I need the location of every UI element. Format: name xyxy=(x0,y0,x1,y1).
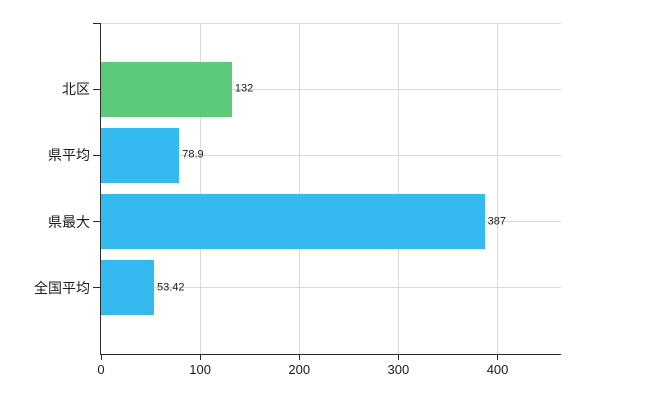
gridline-horizontal xyxy=(101,287,561,289)
y-tick-label: 県最大 xyxy=(48,213,90,230)
y-axis-tick xyxy=(93,23,100,24)
gridline-horizontal xyxy=(101,154,561,156)
gridline-horizontal xyxy=(101,88,561,90)
gridline-vertical xyxy=(497,23,499,354)
y-axis-tick xyxy=(93,221,100,223)
gridline-vertical xyxy=(397,23,399,354)
gridline-vertical xyxy=(199,23,201,354)
bar xyxy=(101,260,154,316)
bar-value-label: 53.42 xyxy=(156,281,185,294)
y-axis-tick xyxy=(93,154,100,156)
x-tick-label: 200 xyxy=(288,362,311,377)
bar xyxy=(101,127,180,183)
bar-value-label: 387 xyxy=(487,215,507,228)
x-axis-tick xyxy=(497,355,499,360)
y-tick-label: 全国平均 xyxy=(34,279,90,296)
y-tick-label: 県平均 xyxy=(48,147,90,164)
plot-area: 132 78.9 387 53.42 xyxy=(100,23,561,355)
bar-value-label: 132 xyxy=(234,82,254,95)
x-tick-label: 100 xyxy=(189,362,211,377)
x-axis-tick xyxy=(199,355,201,360)
x-tick-label: 300 xyxy=(387,362,410,377)
y-axis-tick xyxy=(93,88,100,90)
x-tick-label: 0 xyxy=(97,362,105,377)
x-tick-label: 400 xyxy=(486,362,509,377)
bar xyxy=(101,61,232,117)
gridline-horizontal xyxy=(101,23,561,24)
y-tick-label: 北区 xyxy=(62,81,90,98)
x-axis-tick xyxy=(100,355,102,360)
x-axis-tick xyxy=(298,355,300,360)
y-axis-tick xyxy=(93,287,100,289)
gridline-vertical xyxy=(298,23,300,354)
bar xyxy=(101,194,485,250)
bar-value-label: 78.9 xyxy=(182,148,204,161)
x-axis-tick xyxy=(397,355,399,360)
